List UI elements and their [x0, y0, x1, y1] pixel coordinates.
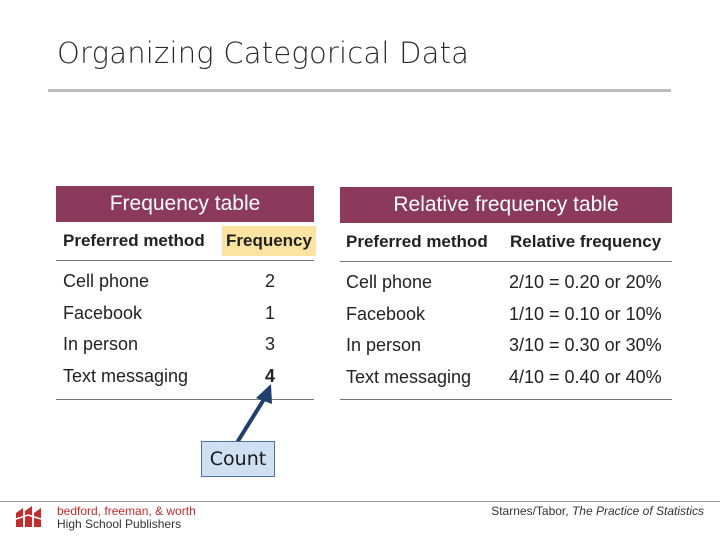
citation-authors: Starnes/Tabor, — [491, 504, 569, 518]
title-divider — [48, 89, 671, 92]
column-header-method: Preferred method — [63, 231, 205, 250]
column-header-relative-frequency: Relative frequency — [510, 232, 662, 251]
table-row: Text messaging 4 — [56, 362, 314, 394]
row-relative-frequency: 4/10 = 0.40 or 40% — [509, 366, 662, 387]
table-bottom-rule — [56, 399, 314, 400]
row-method: Cell phone — [346, 272, 433, 292]
row-method: Text messaging — [63, 365, 189, 386]
table-bottom-rule — [340, 399, 672, 400]
row-relative-frequency: 2/10 = 0.20 or 20% — [509, 272, 662, 292]
frequency-table-header: Frequency table — [56, 186, 314, 222]
citation-title: The Practice of Statistics — [571, 504, 704, 518]
footer-divider — [0, 501, 720, 502]
row-method: Text messaging — [346, 366, 472, 387]
row-relative-frequency: 3/10 = 0.30 or 30% — [509, 335, 662, 355]
frequency-table: Frequency table Preferred method Frequen… — [56, 186, 316, 400]
row-frequency: 3 — [265, 334, 276, 354]
row-relative-frequency: 1/10 = 0.10 or 10% — [509, 303, 662, 324]
row-frequency: 2 — [265, 271, 276, 291]
row-method: In person — [63, 334, 139, 354]
row-frequency: 4 — [265, 365, 276, 386]
table-row: Facebook 1/10 = 0.10 or 10% — [340, 300, 672, 332]
citation: Starnes/Tabor, The Practice of Statistic… — [491, 504, 704, 518]
publisher-name-line2: High School Publishers — [57, 517, 182, 531]
relative-frequency-table-column-headers: Preferred method Relative frequency — [340, 223, 672, 262]
table-row: Facebook 1 — [56, 299, 314, 331]
table-row: Text messaging 4/10 = 0.40 or 40% — [340, 363, 672, 395]
table-row: Cell phone 2 — [56, 267, 314, 299]
column-header-frequency: Frequency — [222, 226, 316, 256]
count-callout: Count — [201, 441, 275, 477]
frequency-table-column-headers: Preferred method Frequency — [56, 222, 316, 261]
relative-frequency-table: Relative frequency table Preferred metho… — [340, 187, 672, 400]
publisher-logo-icon — [15, 506, 42, 527]
row-method: In person — [346, 335, 422, 355]
table-row: Cell phone 2/10 = 0.20 or 20% — [340, 268, 672, 300]
row-method: Facebook — [63, 302, 143, 323]
relative-frequency-table-header: Relative frequency table — [340, 187, 672, 223]
slide-title: Organizing Categorical Data — [57, 36, 470, 70]
row-method: Cell phone — [63, 271, 150, 291]
column-header-method: Preferred method — [346, 232, 488, 251]
row-method: Facebook — [346, 303, 426, 324]
row-frequency: 1 — [265, 302, 276, 323]
table-row: In person 3/10 = 0.30 or 30% — [340, 331, 672, 363]
table-row: In person 3 — [56, 330, 314, 362]
publisher-name-line1: bedford, freeman, & worth — [57, 504, 196, 518]
